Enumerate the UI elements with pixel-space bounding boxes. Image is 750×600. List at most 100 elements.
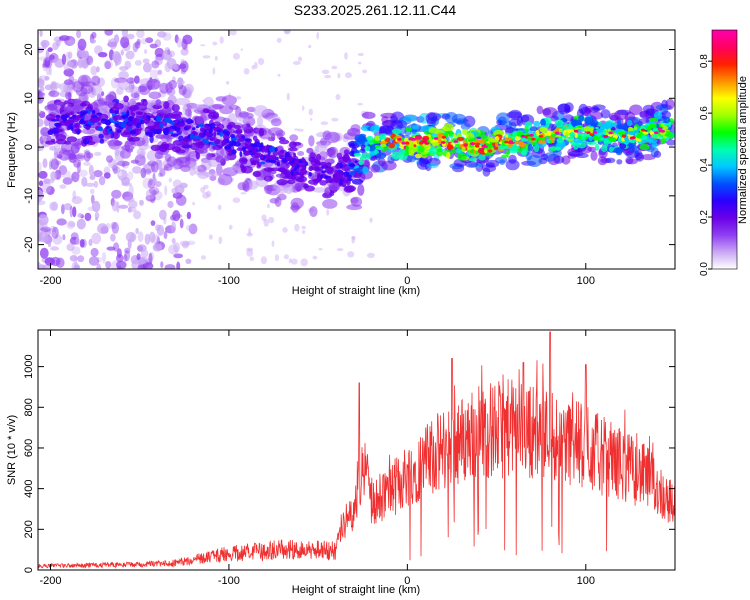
heatmap-cell bbox=[42, 158, 48, 169]
heatmap-cell bbox=[179, 240, 190, 247]
heatmap-cell bbox=[97, 122, 102, 126]
heatmap-cell bbox=[539, 126, 548, 133]
heatmap-cell bbox=[294, 183, 303, 191]
heatmap-cell bbox=[278, 155, 284, 160]
heatmap-cell bbox=[626, 158, 638, 165]
heatmap-cell bbox=[38, 180, 44, 187]
heatmap-cell bbox=[484, 148, 488, 154]
heatmap-cell bbox=[174, 34, 179, 44]
heatmap-cell bbox=[200, 186, 206, 193]
heatmap-cell bbox=[56, 218, 67, 226]
heatmap-cell bbox=[409, 142, 415, 148]
heatmap-cell bbox=[105, 261, 112, 269]
heatmap-cell bbox=[50, 171, 57, 181]
heatmap-cell bbox=[38, 170, 48, 179]
heatmap-cell bbox=[288, 147, 298, 152]
heatmap-cell bbox=[38, 232, 43, 242]
heatmap-cell bbox=[151, 60, 160, 69]
heatmap-cell bbox=[432, 142, 440, 146]
heatmap-cell bbox=[327, 177, 333, 184]
heatmap-cell bbox=[518, 142, 527, 148]
heatmap-cell bbox=[405, 145, 409, 151]
heatmap-cell bbox=[38, 142, 42, 147]
heatmap-cell bbox=[190, 164, 199, 171]
heatmap-cell bbox=[453, 140, 459, 143]
heatmap-cell bbox=[126, 110, 130, 116]
heatmap-cell bbox=[461, 146, 466, 153]
heatmap-cell bbox=[38, 111, 46, 119]
heatmap-cell bbox=[589, 133, 594, 137]
heatmap-cell bbox=[62, 177, 73, 185]
heatmap-cell bbox=[275, 156, 279, 160]
heatmap-cell bbox=[505, 150, 511, 156]
heatmap-cell bbox=[77, 213, 83, 218]
heatmap-cell bbox=[168, 131, 174, 135]
heatmap-cell bbox=[308, 135, 315, 147]
heatmap-cell bbox=[301, 157, 305, 163]
heatmap-cell bbox=[357, 102, 363, 106]
heatmap-cell bbox=[111, 200, 118, 212]
heatmap-cell bbox=[485, 143, 494, 149]
heatmap-cell bbox=[39, 86, 45, 92]
heatmap-cell bbox=[312, 187, 327, 193]
heatmap-cell bbox=[441, 135, 447, 139]
heatmap-cell bbox=[283, 30, 290, 34]
heatmap-cell bbox=[237, 138, 245, 142]
heatmap-cell bbox=[285, 156, 293, 162]
heatmap-cell bbox=[595, 126, 599, 130]
heatmap-cell bbox=[482, 167, 491, 177]
heatmap-cell bbox=[288, 258, 292, 264]
heatmap-cell bbox=[48, 90, 60, 98]
heatmap-cell bbox=[350, 171, 355, 175]
heatmap-cell bbox=[164, 47, 171, 56]
heatmap-cell bbox=[109, 38, 118, 50]
heatmap-cell bbox=[398, 148, 406, 155]
heatmap-cell bbox=[668, 121, 672, 128]
heatmap-cell bbox=[470, 149, 474, 154]
heatmap-cell bbox=[136, 30, 145, 39]
heatmap-cell bbox=[88, 256, 100, 266]
heatmap-cell bbox=[414, 153, 422, 159]
heatmap-cell bbox=[485, 162, 495, 168]
heatmap-cell bbox=[351, 178, 364, 185]
heatmap-cell bbox=[119, 149, 131, 159]
heatmap-cell bbox=[376, 152, 387, 159]
heatmap-cell bbox=[480, 147, 485, 151]
heatmap-cell bbox=[140, 37, 147, 45]
heatmap-cell bbox=[290, 169, 294, 176]
heatmap-cell bbox=[64, 100, 69, 105]
heatmap-cell bbox=[498, 145, 505, 151]
heatmap-cell bbox=[577, 141, 587, 149]
heatmap-cell bbox=[76, 218, 86, 230]
heatmap-cell bbox=[64, 115, 70, 118]
heatmap-cell bbox=[261, 214, 267, 222]
heatmap-cell bbox=[260, 153, 264, 160]
heatmap-cell bbox=[164, 185, 168, 196]
heatmap-cell bbox=[366, 136, 374, 141]
snr-panel: -200 -100 0 100 0 200 400 600 800 1000 Height of… bbox=[6, 329, 676, 596]
heatmap-cell bbox=[616, 109, 632, 116]
heatmap-cell bbox=[165, 108, 172, 115]
heatmap-cell bbox=[356, 136, 367, 145]
heatmap-cell bbox=[443, 123, 454, 132]
heatmap-cell bbox=[357, 61, 362, 65]
heatmap-cell bbox=[266, 203, 270, 209]
heatmap-cell bbox=[475, 144, 480, 148]
heatmap-cell bbox=[616, 159, 623, 165]
heatmap-cell bbox=[185, 224, 193, 231]
spectrogram-x-axis: -200 -100 0 100 bbox=[39, 30, 595, 287]
heatmap-cell bbox=[462, 128, 469, 135]
heatmap-cell bbox=[50, 246, 60, 251]
heatmap-cell bbox=[230, 134, 236, 138]
heatmap-cell bbox=[529, 126, 538, 132]
heatmap-cell bbox=[566, 126, 574, 129]
heatmap-cell bbox=[94, 212, 100, 219]
heatmap-cell bbox=[243, 150, 251, 156]
heatmap-cell bbox=[280, 149, 284, 154]
heatmap-cell bbox=[233, 130, 243, 134]
y-tick-label: 0 bbox=[23, 567, 35, 573]
heatmap-cell bbox=[292, 61, 301, 65]
heatmap-cell bbox=[297, 151, 305, 156]
heatmap-cell bbox=[124, 247, 131, 254]
heatmap-cell bbox=[156, 224, 165, 236]
